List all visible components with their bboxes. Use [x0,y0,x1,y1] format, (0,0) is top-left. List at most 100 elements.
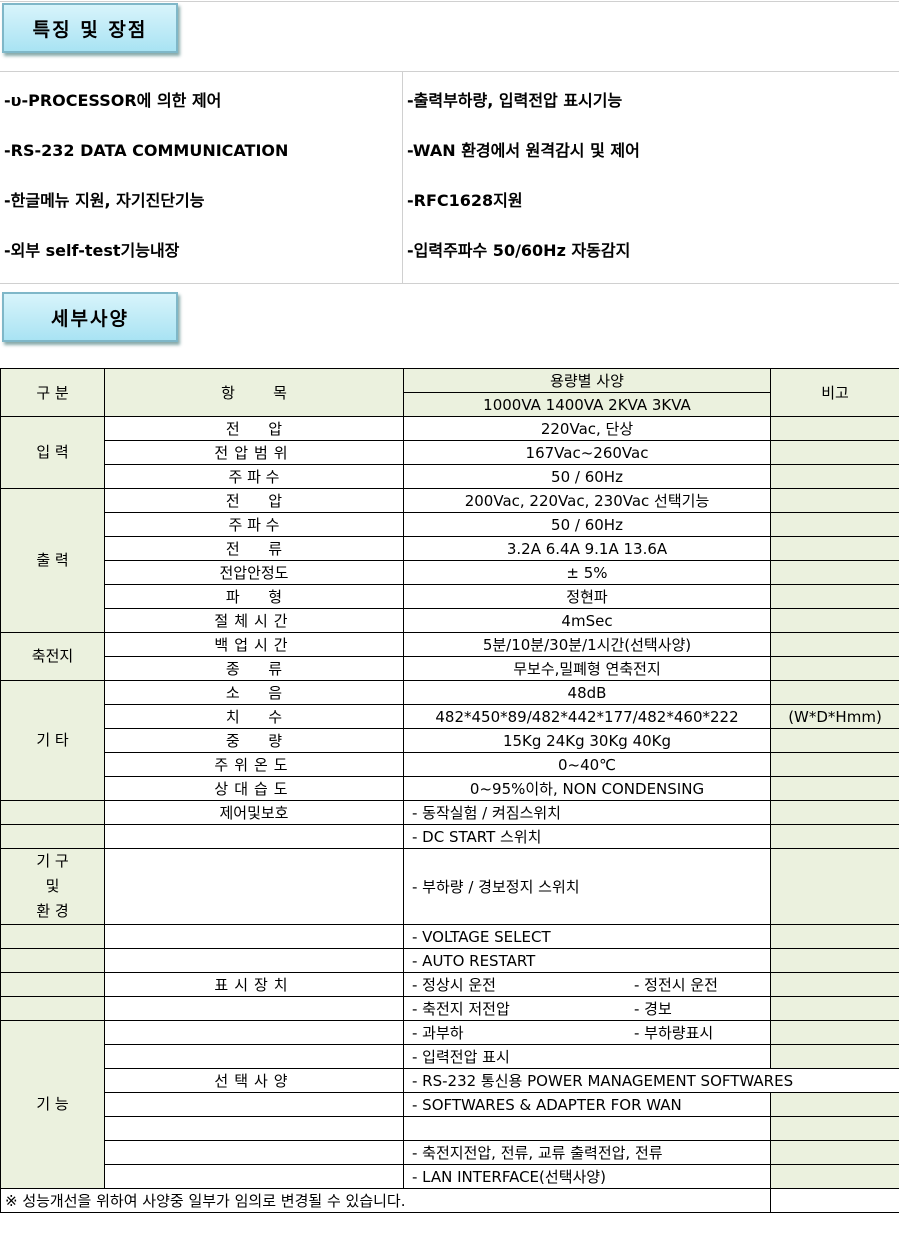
table-row: 출 력 전 압 200Vac, 220Vac, 230Vac 선택기능 [0,488,899,633]
spec-cell: - VOLTAGE SELECT [403,924,771,949]
spec-text-2: - 경보 [634,1000,672,1018]
category-label: 출 력 [36,551,69,569]
category-label: 축전지 [31,647,74,665]
item-cell: 전압안정도 [104,560,404,585]
item-cell [104,1140,404,1165]
table-row: 표시장치 - 정상시 운전 - 정전시 운전 [0,972,899,997]
spec-cell: 50 / 60Hz [403,512,771,537]
item-cell [104,1164,404,1189]
feature-item: -외부 self-test기능내장 [4,241,180,260]
table-row: 입 력 전 압 220Vac, 단상 [0,416,899,489]
feature-item: -RS-232 DATA COMMUNICATION [4,141,289,160]
features-heading: 특징 및 장점 [2,3,178,53]
table-row: - VOLTAGE SELECT [0,924,899,949]
table-row: 파 형 정현파 [1,584,899,609]
feature-item: -입력주파수 50/60Hz 자동감지 [407,241,631,260]
spec-cell: 4mSec [403,608,771,633]
remark-cell [770,608,899,633]
remark-cell [770,1116,899,1141]
spec-cell: 482*450*89/482*442*177/482*460*222 [403,704,771,729]
remark-cell [770,800,899,825]
header-remark: 비고 [770,368,899,417]
remark-cell [770,1044,899,1069]
table-row: 제어및보호 - 동작실험 / 켜짐스위치 [0,800,899,825]
specs-heading: 세부사양 [2,292,178,342]
category-cell [0,824,105,849]
item-cell: 치 수 [104,704,404,729]
remark-cell [770,680,899,705]
category-cell: 축전지 [0,632,105,681]
item-cell: 절체시간 [104,608,404,633]
category-label: 및 [45,877,60,895]
spec-cell: - LAN INTERFACE(선택사양) [403,1164,771,1189]
item-cell: 전 압 [104,416,404,441]
item-cell: 중 량 [104,728,404,753]
item-cell: 파 형 [104,584,404,609]
item-cell [104,1092,404,1117]
item-cell [104,996,404,1021]
remark-cell [770,1020,899,1045]
remark-cell [770,996,899,1021]
remark-cell [770,824,899,849]
category-cell [0,972,105,997]
table-row: 기 능 - 과부하 - 부하량표시 [0,1020,899,1189]
feature-item: -υ-PROCESSOR에 의한 제어 [4,91,222,110]
table-row: 축전지 백업시간 5분/10분/30분/1시간(선택사양) [0,632,899,681]
spec-cell: 167Vac~260Vac [403,440,771,465]
remark-cell [770,416,899,441]
spec-cell: 50 / 60Hz [403,464,771,489]
category-cell [0,800,105,825]
item-cell [104,948,404,973]
spec-cell: 15Kg 24Kg 30Kg 40Kg [403,728,771,753]
category-label: 기 타 [36,731,69,749]
remark-cell [770,728,899,753]
table-row: - LAN INTERFACE(선택사양) [1,1164,899,1189]
remark-cell: (W*D*Hmm) [770,704,899,729]
table-row: 주 파 수 50 / 60Hz [1,464,899,489]
header-spec: 용량별 사양 [403,368,771,393]
item-cell: 표시장치 [104,972,404,997]
remark-cell [770,1092,899,1117]
item-cell: 백업시간 [104,632,404,657]
category-cell [0,948,105,973]
category-cell: 기 타 [0,680,105,801]
remark-cell [770,560,899,585]
table-row: 기 타 소 음 48dB [0,680,899,801]
item-cell: 전 압 [104,488,404,513]
remark-cell [770,924,899,949]
item-cell: 주 파 수 [104,512,404,537]
remark-cell [770,776,899,801]
table-row: - 축전지 저전압 - 경보 [0,996,899,1021]
header-category: 구 분 [0,368,105,417]
table-row: 주위온도 0~40℃ [1,752,899,777]
table-row: 중 량 15Kg 24Kg 30Kg 40Kg [1,728,899,753]
features-list: -υ-PROCESSOR에 의한 제어 -RS-232 DATA COMMUNIC… [0,71,899,284]
spec-cell: - 축전지전압, 전류, 교류 출력전압, 전류 [403,1140,771,1165]
table-row: - SOFTWARES & ADAPTER FOR WAN [1,1092,899,1117]
remark-cell [770,584,899,609]
item-cell: 주 파 수 [104,464,404,489]
spec-text: - 정상시 운전 [412,976,496,994]
remark-cell [770,656,899,681]
item-cell: 종 류 [104,656,404,681]
item-cell [104,1020,404,1045]
category-label: 기 능 [36,1095,69,1113]
remark-cell [770,1164,899,1189]
spec-cell: 무보수,밀폐형 연축전지 [403,656,771,681]
category-cell [0,924,105,949]
table-row [1,1116,899,1141]
spec-cell: - 입력전압 표시 [403,1044,771,1069]
feature-item: -WAN 환경에서 원격감시 및 제어 [407,141,640,160]
category-label: 입 력 [36,443,69,461]
remark-cell [770,1140,899,1165]
item-cell [104,1044,404,1069]
item-cell [104,1116,404,1141]
spec-cell: 0~95%이하, NON CONDENSING [403,776,771,801]
remark-cell [770,512,899,537]
feature-item: -한글메뉴 지원, 자기진단기능 [4,191,205,210]
table-row: 절체시간 4mSec [1,608,899,633]
header-models: 1000VA 1400VA 2KVA 3KVA [403,392,771,417]
remark-cell [770,440,899,465]
remark-cell [770,464,899,489]
spec-table: 구 분 항 목 용량별 사양 비고 1000VA 1400VA 2KVA 3KV… [0,368,899,1213]
